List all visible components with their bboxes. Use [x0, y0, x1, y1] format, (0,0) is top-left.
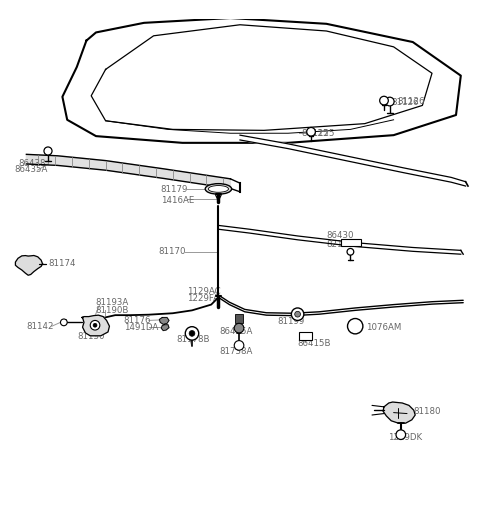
Text: 1416AE: 1416AE: [161, 196, 194, 205]
Text: 81125: 81125: [307, 129, 335, 138]
Circle shape: [295, 311, 300, 317]
Circle shape: [348, 319, 363, 334]
Text: 81193A: 81193A: [95, 298, 128, 307]
Text: 82132: 82132: [326, 240, 354, 249]
Polygon shape: [26, 154, 230, 189]
Text: 86438: 86438: [18, 159, 46, 167]
Bar: [341, 239, 361, 246]
Circle shape: [90, 321, 100, 330]
Text: 81142: 81142: [26, 322, 54, 330]
Text: 86430: 86430: [326, 232, 354, 240]
Polygon shape: [15, 255, 43, 275]
Circle shape: [307, 127, 315, 136]
Text: 81130: 81130: [78, 332, 105, 341]
Polygon shape: [240, 135, 466, 186]
Circle shape: [385, 97, 394, 106]
Text: 1129AC: 1129AC: [187, 287, 221, 296]
Text: 81176: 81176: [124, 316, 151, 325]
Text: 81126: 81126: [391, 98, 419, 107]
Circle shape: [347, 249, 354, 255]
Circle shape: [93, 323, 97, 327]
Polygon shape: [161, 325, 169, 330]
Text: 1076AM: 1076AM: [366, 323, 401, 332]
Circle shape: [44, 147, 52, 155]
Text: 81738A: 81738A: [220, 347, 253, 356]
Ellipse shape: [208, 185, 228, 192]
Text: 81190B: 81190B: [95, 306, 129, 315]
Polygon shape: [159, 318, 169, 324]
Circle shape: [396, 430, 406, 439]
Circle shape: [291, 308, 304, 321]
Text: 86435A: 86435A: [14, 165, 48, 174]
Bar: [235, 314, 243, 323]
Text: 81199: 81199: [277, 317, 305, 326]
Text: 1229DK: 1229DK: [388, 433, 422, 442]
Text: 81125: 81125: [301, 129, 329, 138]
Text: 81174: 81174: [48, 260, 75, 268]
Text: 81179: 81179: [161, 185, 188, 194]
Circle shape: [234, 323, 244, 333]
Text: 81180: 81180: [414, 407, 441, 415]
Polygon shape: [383, 402, 415, 423]
Circle shape: [60, 319, 67, 326]
Text: 1229FA: 1229FA: [187, 294, 219, 303]
Text: 81170: 81170: [158, 247, 186, 256]
Circle shape: [189, 330, 195, 336]
Circle shape: [380, 96, 388, 105]
Polygon shape: [82, 315, 109, 336]
Ellipse shape: [205, 184, 231, 194]
Polygon shape: [218, 225, 461, 254]
Text: 86415B: 86415B: [298, 338, 331, 348]
Text: 86415A: 86415A: [220, 326, 253, 336]
Circle shape: [234, 341, 244, 350]
Polygon shape: [62, 18, 461, 143]
Bar: [299, 332, 312, 340]
Text: 81126: 81126: [397, 97, 425, 106]
Circle shape: [185, 327, 199, 340]
Text: 81178B: 81178B: [177, 335, 210, 344]
Text: 1491DA: 1491DA: [124, 323, 158, 332]
